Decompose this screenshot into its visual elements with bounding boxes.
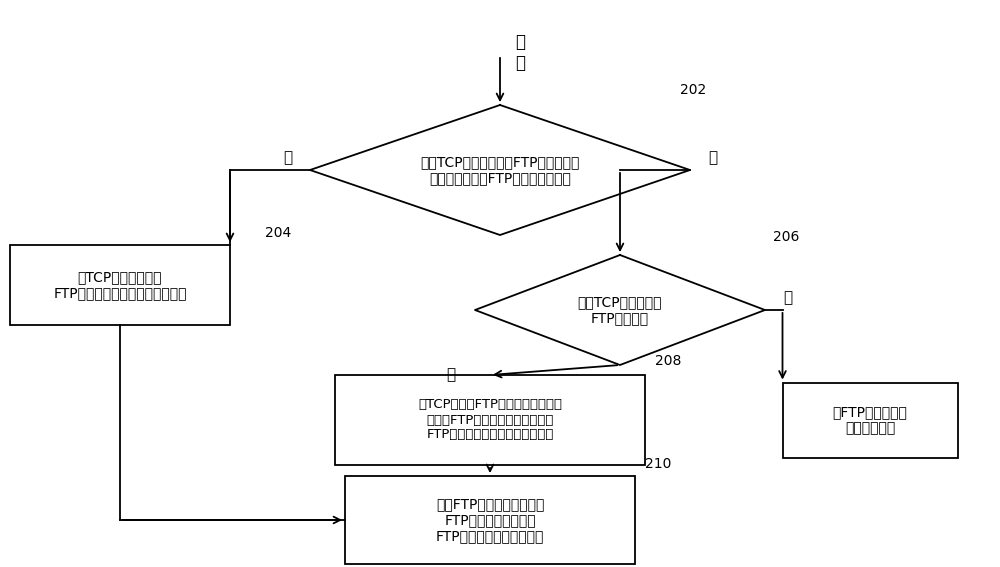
Text: 是: 是 — [446, 367, 455, 383]
Text: 基于FTP数据通道信息，对
FTP数据通道下传输的
FTP数据报文进行访问控制: 基于FTP数据通道信息，对 FTP数据通道下传输的 FTP数据报文进行访问控制 — [436, 497, 544, 543]
Text: 210: 210 — [645, 457, 671, 471]
Polygon shape — [475, 255, 765, 365]
Text: 208: 208 — [655, 354, 681, 368]
Text: 报
文: 报 文 — [515, 33, 525, 72]
FancyBboxPatch shape — [782, 383, 958, 458]
Text: 204: 204 — [265, 226, 291, 240]
Text: 判断TCP报文五元组中FTP服务器侧的
端口号是否命中FTP控制通道端口表: 判断TCP报文五元组中FTP服务器侧的 端口号是否命中FTP控制通道端口表 — [420, 155, 580, 185]
FancyBboxPatch shape — [345, 476, 635, 564]
Text: 否: 否 — [708, 150, 717, 166]
Text: 对TCP报文载荷中的
FTP数据通道信息进行提取和保存: 对TCP报文载荷中的 FTP数据通道信息进行提取和保存 — [53, 270, 187, 300]
FancyBboxPatch shape — [335, 375, 645, 465]
Polygon shape — [310, 105, 690, 235]
Text: 是: 是 — [283, 150, 292, 166]
FancyBboxPatch shape — [10, 245, 230, 325]
Text: 非FTP控制报文的
预设处理方式: 非FTP控制报文的 预设处理方式 — [833, 405, 907, 435]
Text: 将TCP报文中FTP服务器侧的端口号
添加进FTP控制通道端口表，并对
FTP数据通道信息进行提取和保存: 将TCP报文中FTP服务器侧的端口号 添加进FTP控制通道端口表，并对 FTP数… — [418, 399, 562, 442]
Text: 否: 否 — [783, 290, 792, 306]
Text: 206: 206 — [773, 230, 799, 244]
Text: 202: 202 — [680, 83, 706, 97]
Text: 判断TCP报文是否为
FTP控制报文: 判断TCP报文是否为 FTP控制报文 — [578, 295, 662, 325]
